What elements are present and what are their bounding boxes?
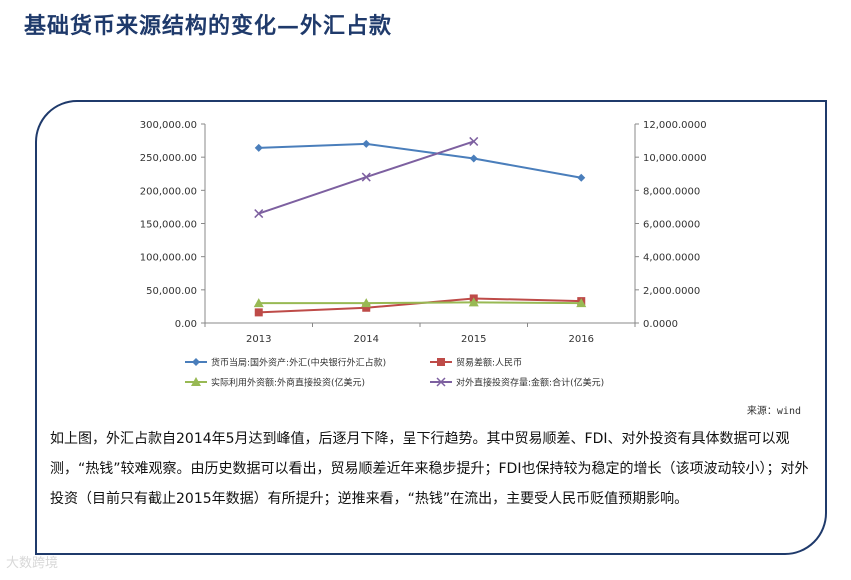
x-tick-label: 2016 — [569, 334, 594, 345]
data-point-0 — [577, 173, 586, 182]
legend-marker — [436, 377, 446, 387]
data-point-3 — [254, 209, 264, 219]
x-marker-stroke — [361, 172, 371, 182]
series-line-0 — [258, 142, 582, 179]
source-note: 来源：wind — [746, 406, 801, 417]
y-right-tick-label: 12,000.0000 — [643, 120, 707, 131]
legend-label: 贸易差额:人民币 — [456, 357, 522, 369]
legend: 货币当局:国外资产:外汇(中央银行外汇占款) 贸易差额:人民币实际利用外资额:外商… — [185, 357, 604, 389]
y-left-tick-label: 100,000.00 — [140, 253, 197, 264]
watermark-logo: 大数跨境 — [6, 556, 59, 571]
analysis-paragraph: 如上图，外汇占款自2014年5月达到峰值，后逐月下降，呈下行趋势。其中贸易顺差、… — [50, 431, 809, 507]
data-point-2 — [361, 298, 372, 308]
data-point-1 — [254, 308, 263, 317]
data-point-1 — [362, 303, 371, 312]
y-left-tick-label: 200,000.00 — [140, 186, 197, 197]
legend-item-3: 对外直接投资存量:金额:合计(亿美元) — [430, 377, 604, 389]
y-left-tick-label: 50,000.00 — [146, 286, 197, 297]
y-right-tick-label: 0.0000 — [643, 319, 678, 330]
x-tick-label: 2014 — [354, 334, 379, 345]
series-line-2 — [258, 301, 582, 305]
axes: 0.00 50,000.00 100,000.00 150,000.00 200,000… — [140, 120, 707, 345]
series-layer — [253, 136, 587, 317]
x-marker-stroke — [469, 136, 479, 146]
y-right-tick-label: 2,000.0000 — [643, 286, 700, 297]
legend-label: 实际利用外资额:外商直接投资(亿美元) — [211, 377, 365, 389]
x-marker-stroke — [254, 209, 264, 219]
data-point-3 — [361, 172, 371, 182]
legend-item-1: 贸易差额:人民币 — [430, 357, 522, 369]
y-left-tick-label: 150,000.00 — [140, 220, 197, 231]
data-point-2 — [253, 298, 264, 308]
y-right-tick-label: 6,000.0000 — [643, 220, 700, 231]
legend-marker — [192, 358, 200, 366]
x-tick-label: 2015 — [461, 334, 486, 345]
x-marker-stroke — [436, 377, 446, 387]
content-frame — [35, 100, 827, 555]
legend-marker — [437, 358, 445, 366]
legend-label: 对外直接投资存量:金额:合计(亿美元) — [456, 377, 604, 389]
y-left-tick-label: 0.00 — [175, 319, 197, 330]
legend-label: 货币当局:国外资产:外汇(中央银行外汇占款) — [211, 357, 386, 369]
legend-marker — [191, 377, 201, 386]
data-point-2 — [576, 298, 587, 308]
data-point-0 — [469, 154, 478, 163]
data-point-0 — [362, 139, 371, 148]
y-right-tick-label: 10,000.0000 — [643, 153, 707, 164]
data-point-3 — [469, 136, 479, 146]
y-right-tick-label: 8,000.0000 — [643, 186, 700, 197]
legend-item-0: 货币当局:国外资产:外汇(中央银行外汇占款) — [185, 357, 386, 369]
y-right-tick-label: 4,000.0000 — [643, 253, 700, 264]
line-chart: 0.00 50,000.00 100,000.00 150,000.00 200,000… — [140, 120, 707, 389]
legend-item-2: 实际利用外资额:外商直接投资(亿美元) — [185, 377, 365, 389]
series-line-1 — [258, 297, 582, 314]
y-left-tick-label: 300,000.00 — [140, 120, 197, 131]
x-tick-label: 2013 — [246, 334, 271, 345]
data-point-2 — [468, 297, 479, 307]
data-point-0 — [254, 143, 263, 152]
y-left-tick-label: 250,000.00 — [140, 153, 197, 164]
page-title: 基础货币来源结构的变化—外汇占款 — [24, 13, 393, 39]
